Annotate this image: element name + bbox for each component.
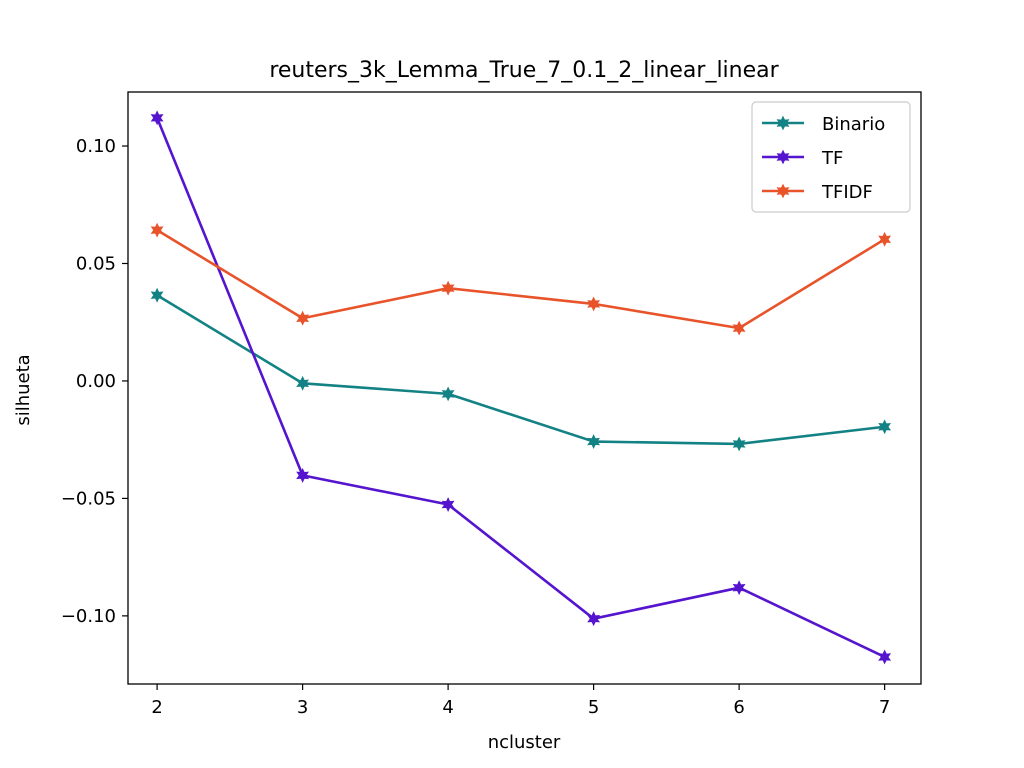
data-point-binario-5: [587, 434, 601, 449]
y-axis-label: silhueta: [13, 354, 34, 425]
y-tick-label: 0.10: [76, 136, 116, 157]
chart-title: reuters_3k_Lemma_True_7_0.1_2_linear_lin…: [269, 58, 779, 83]
data-point-binario-4: [441, 386, 455, 402]
data-point-tfidf-5: [587, 296, 601, 312]
data-point-tfidf-2: [150, 222, 164, 238]
data-point-binario-2: [150, 287, 164, 303]
series-binario: [150, 287, 892, 452]
legend-entry-tf: TF: [762, 148, 843, 169]
y-tick-label: −0.10: [61, 606, 116, 627]
legend-entry-binario: Binario: [762, 114, 885, 135]
x-tick-label: 5: [588, 697, 599, 718]
x-tick-label: 4: [442, 697, 453, 718]
legend-marker-tf: [776, 149, 790, 165]
x-tick-label: 7: [879, 697, 890, 718]
series-line-tfidf: [155, 228, 886, 330]
series-tfidf: [150, 222, 892, 336]
legend-entry-tfidf: TFIDF: [762, 182, 873, 203]
data-point-tfidf-7: [878, 231, 892, 247]
data-point-binario-6: [732, 436, 746, 452]
legend-marker-tfidf: [776, 183, 790, 199]
legend-marker-binario: [776, 115, 790, 131]
data-point-tf-6: [732, 580, 746, 596]
data-point-tf-4: [441, 497, 455, 512]
axes: 2 3 4 5 6 7 −0.10 −0.05 0.00 0.05 0.10: [61, 91, 922, 718]
data-point-tf-2: [150, 110, 164, 126]
data-point-tf-5: [587, 611, 601, 627]
y-tick-label: 0.00: [76, 371, 116, 392]
x-axis-label: ncluster: [488, 732, 561, 753]
y-tick-label: 0.05: [76, 253, 116, 274]
x-tick-label: 2: [151, 697, 162, 718]
legend-box: [751, 101, 911, 213]
data-point-binario-7: [878, 419, 892, 435]
data-point-tfidf-3: [296, 310, 310, 326]
data-point-tfidf-6: [732, 320, 746, 336]
series-line-tf: [155, 116, 886, 659]
legend-label-binario: Binario: [822, 114, 885, 135]
legend: Binario TF TFIDF: [751, 101, 911, 213]
plot-area: [150, 110, 892, 665]
data-point-tfidf-4: [441, 280, 455, 296]
x-tick-label: 6: [733, 697, 744, 718]
series-tf: [150, 110, 892, 665]
data-point-binario-3: [296, 375, 310, 391]
axes-frame: [127, 91, 922, 685]
x-tick-label: 3: [297, 697, 308, 718]
series-line-binario: [155, 293, 886, 446]
data-point-tf-3: [296, 467, 310, 483]
legend-label-tf: TF: [821, 148, 843, 169]
y-tick-label: −0.05: [61, 488, 116, 509]
legend-label-tfidf: TFIDF: [821, 182, 873, 203]
data-point-tf-7: [878, 649, 892, 665]
